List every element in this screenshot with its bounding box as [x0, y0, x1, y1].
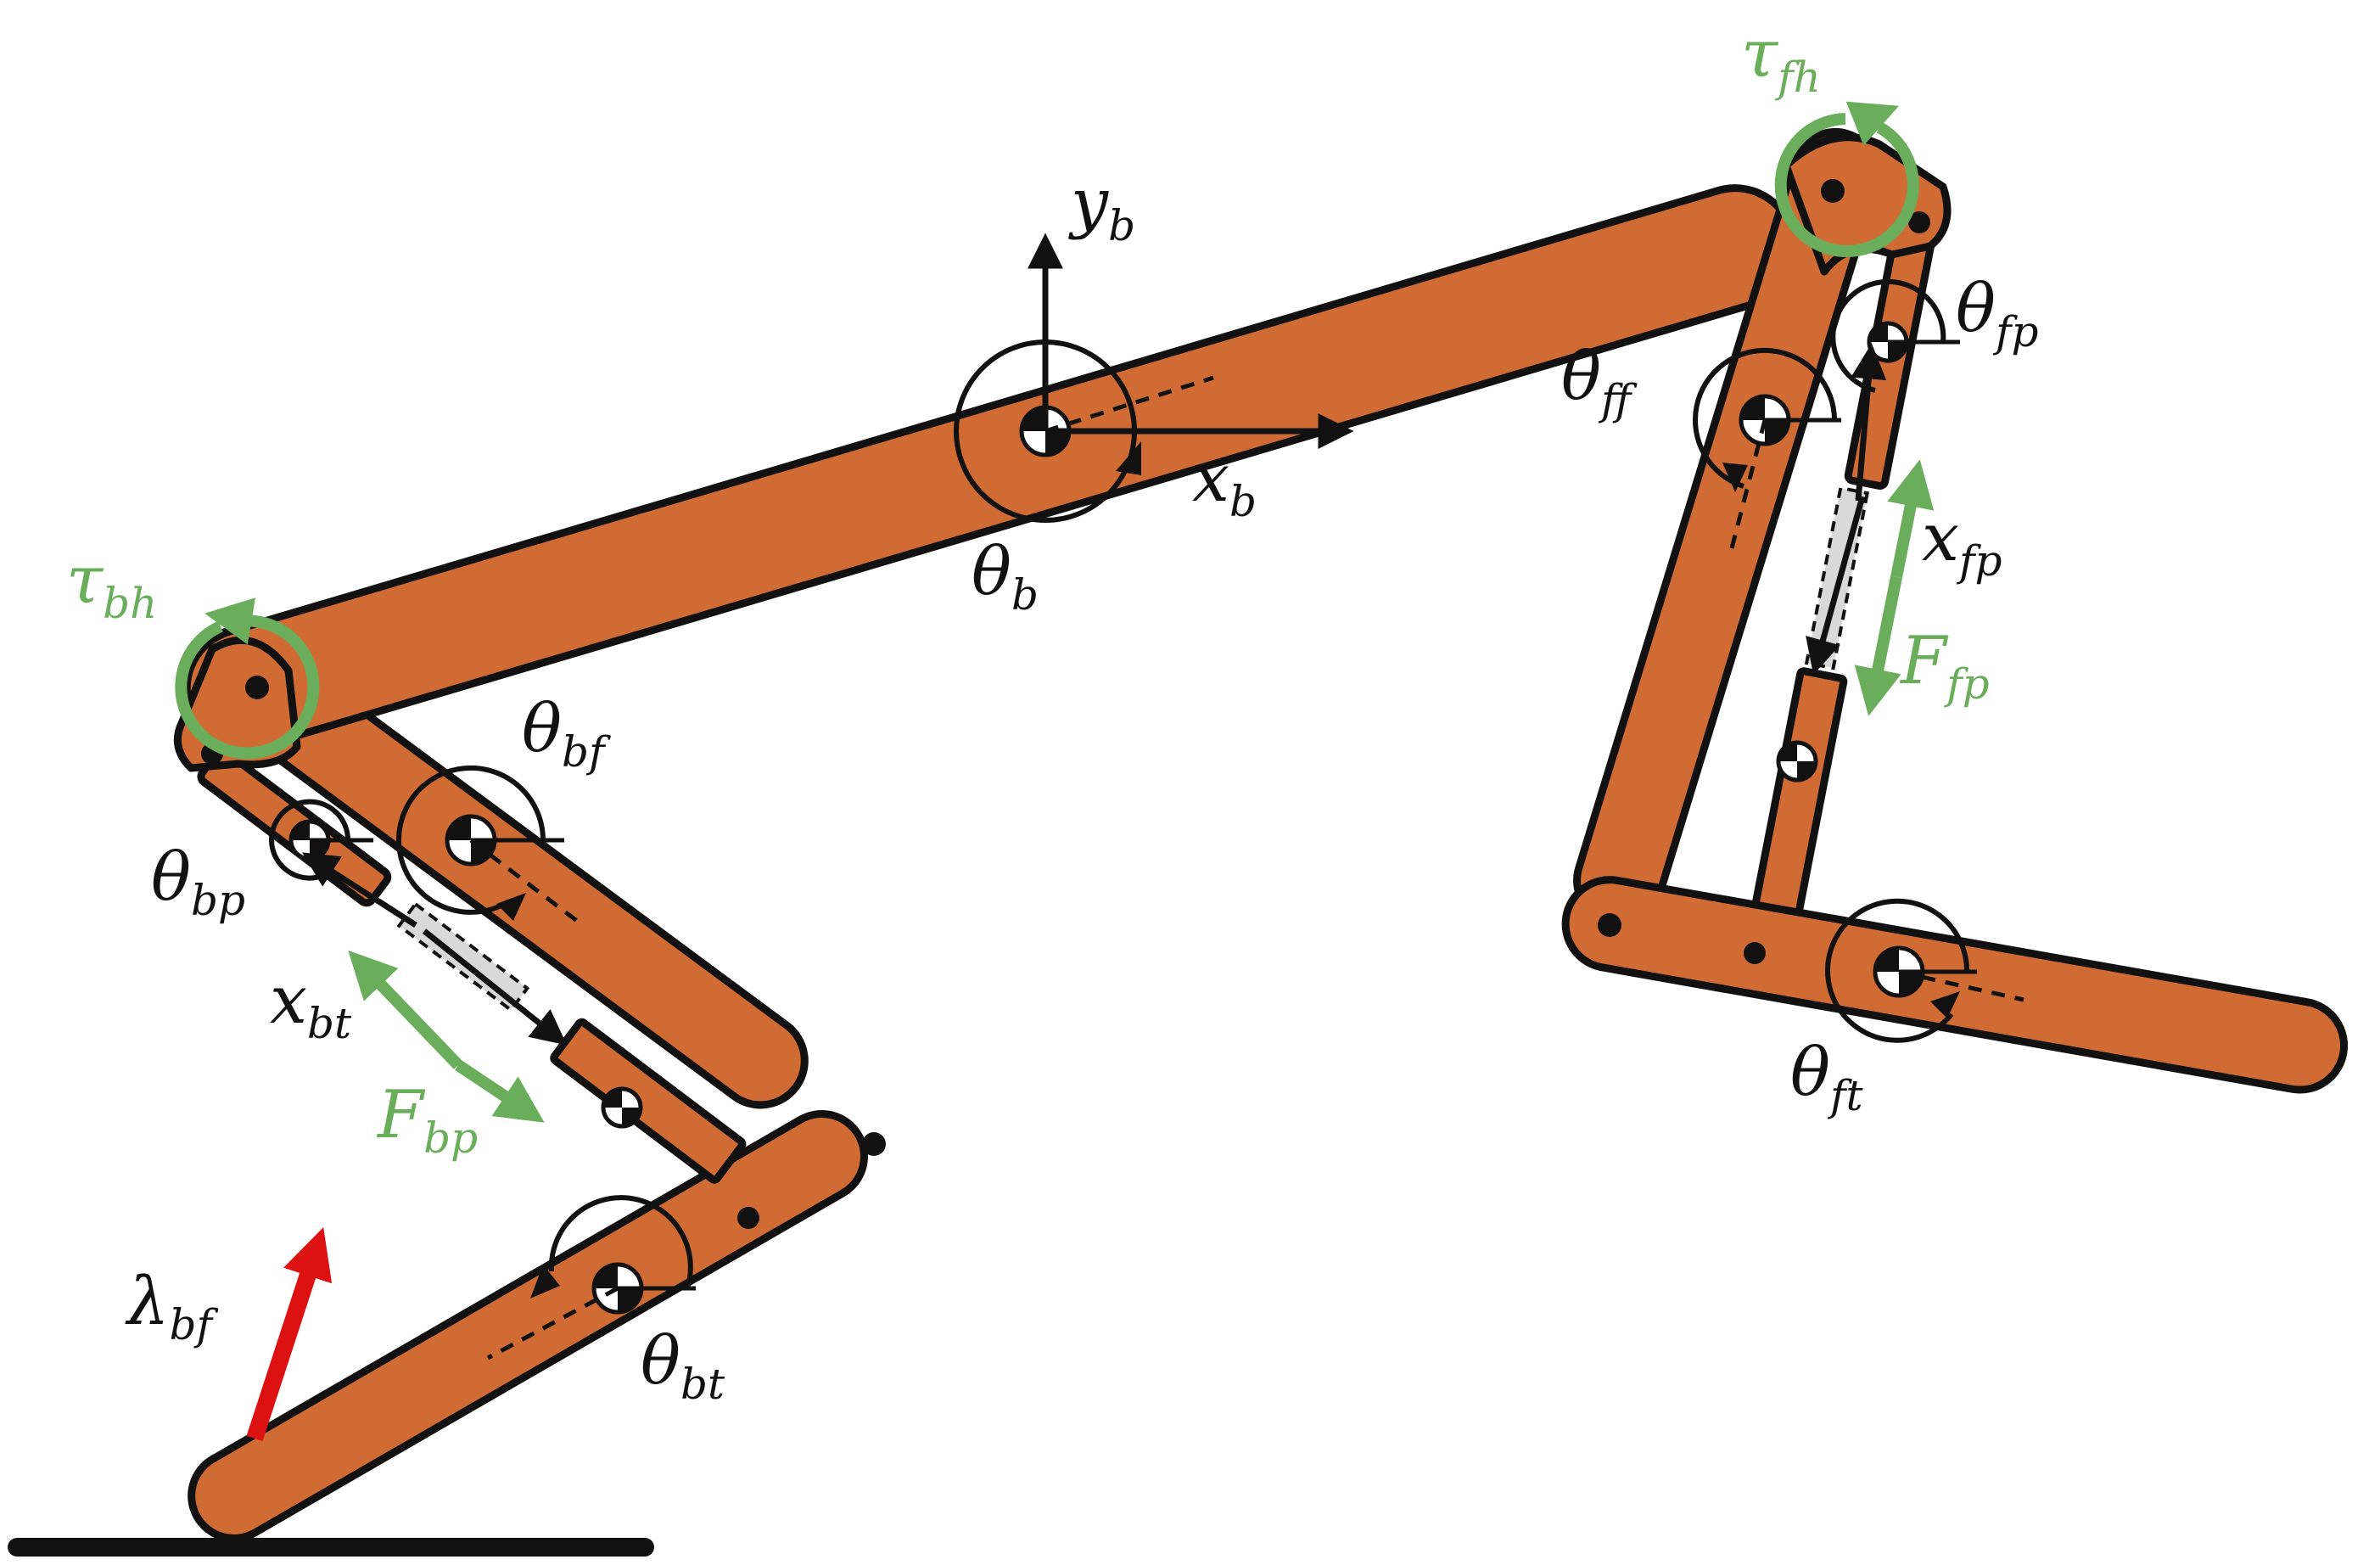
hip-torque-arrows	[175, 101, 1919, 760]
back-spring	[396, 901, 530, 1012]
label-theta-b: θb	[972, 534, 1039, 620]
label-x-fp: xfp	[1922, 500, 2002, 586]
label-x-b: xb	[1192, 440, 1257, 526]
label-theta-ft: θft	[1790, 1035, 1863, 1120]
label-theta-bf: θbf	[522, 691, 611, 777]
front-parallel-link-lower	[1750, 667, 1848, 924]
body-frame-axes	[954, 233, 1354, 523]
label-theta-ff: θff	[1561, 339, 1638, 424]
label-y-b: yb	[1068, 165, 1135, 250]
body-link	[182, 184, 1799, 752]
label-theta-bt: θbt	[641, 1323, 725, 1409]
labels: yb xb θb τfh τbh θff θfp xfp Ffp θft θbf	[66, 16, 2038, 1409]
back-shank-link	[188, 1110, 868, 1542]
label-theta-bp: θbp	[151, 839, 245, 925]
label-lambda-bf: λbf	[125, 1264, 218, 1349]
ground-reaction-force-arrow	[246, 1226, 333, 1442]
joint-pins	[201, 179, 1930, 1229]
actuator-force-arrows	[348, 459, 1935, 1123]
label-f-bp: Fbp	[376, 1077, 478, 1163]
label-x-bt: xbt	[270, 962, 352, 1048]
label-tau-fh: τfh	[1741, 16, 1821, 102]
label-f-fp: Ffp	[1899, 623, 1990, 709]
spring-displacement-arrows	[302, 343, 1887, 1046]
label-tau-bh: τbh	[66, 542, 157, 628]
label-theta-fp: θfp	[1956, 271, 2038, 356]
angle-arcs	[269, 278, 2024, 1360]
